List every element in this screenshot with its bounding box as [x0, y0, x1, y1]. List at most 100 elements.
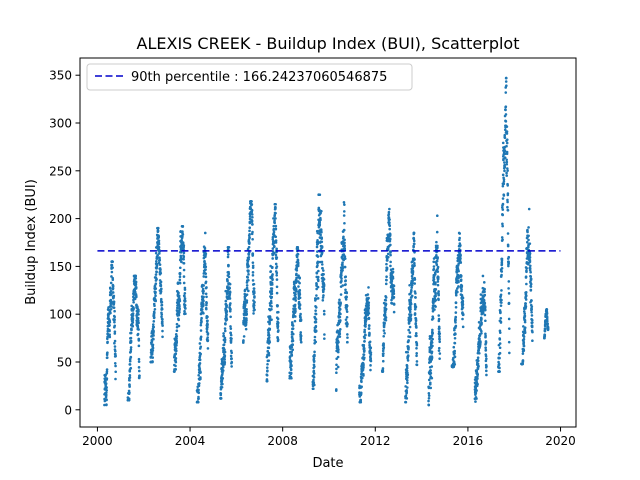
data-point — [360, 385, 363, 389]
data-point — [105, 403, 108, 406]
data-point — [227, 272, 231, 276]
data-point — [318, 208, 321, 212]
data-point — [271, 265, 274, 269]
data-point — [183, 297, 187, 300]
data-point — [266, 369, 269, 372]
data-point — [480, 332, 483, 335]
data-point — [252, 306, 256, 310]
data-point — [316, 255, 320, 258]
data-point — [430, 365, 434, 368]
data-point — [290, 354, 294, 357]
data-point — [219, 397, 223, 400]
data-point — [292, 282, 296, 286]
data-point — [113, 318, 116, 322]
data-point — [110, 263, 114, 267]
data-point — [314, 329, 318, 333]
data-point — [106, 351, 109, 354]
data-point — [500, 301, 503, 304]
data-point — [427, 399, 430, 403]
data-point — [160, 307, 164, 311]
data-point — [415, 354, 418, 358]
data-point — [388, 227, 391, 231]
data-point — [432, 265, 436, 268]
data-point — [343, 238, 346, 242]
data-point — [528, 242, 532, 245]
data-point — [159, 290, 163, 294]
data-point — [223, 360, 227, 364]
data-point — [500, 266, 504, 270]
data-point — [275, 273, 279, 277]
data-point — [161, 320, 164, 324]
data-point — [290, 345, 294, 349]
data-point — [527, 226, 530, 229]
data-point — [414, 296, 417, 299]
data-point — [267, 346, 271, 350]
data-point — [389, 260, 392, 264]
data-point — [226, 253, 230, 256]
data-point — [507, 292, 511, 295]
data-point — [245, 310, 248, 313]
data-point — [481, 274, 485, 278]
x-tick-label: 2004 — [175, 434, 206, 448]
data-point — [341, 269, 344, 272]
data-point — [299, 340, 303, 344]
data-point — [406, 359, 410, 362]
data-point — [152, 313, 156, 317]
data-point — [362, 365, 365, 369]
data-point — [129, 346, 133, 349]
data-point — [504, 80, 508, 83]
data-point — [341, 261, 344, 265]
data-point — [522, 337, 526, 341]
data-point — [345, 295, 349, 299]
data-point — [480, 329, 483, 333]
data-point — [369, 353, 373, 356]
data-point — [499, 316, 503, 320]
data-point — [295, 266, 298, 270]
data-point — [134, 277, 138, 280]
data-point — [505, 144, 508, 148]
data-point — [458, 236, 461, 240]
data-point — [113, 361, 117, 365]
data-point — [253, 300, 256, 304]
data-point — [431, 328, 434, 332]
data-point — [137, 357, 141, 361]
data-point — [484, 354, 488, 358]
data-point — [503, 169, 506, 173]
data-point — [251, 273, 255, 277]
data-point — [227, 245, 231, 249]
data-point — [501, 238, 504, 241]
data-point — [530, 305, 534, 308]
data-point — [154, 290, 157, 294]
data-point — [483, 313, 487, 317]
data-point — [405, 397, 409, 400]
data-point — [505, 160, 509, 164]
data-point — [229, 327, 233, 330]
data-point — [244, 321, 248, 325]
data-point — [345, 291, 349, 295]
data-point — [295, 278, 298, 282]
data-point — [105, 377, 109, 380]
data-point — [507, 317, 511, 321]
data-point — [386, 255, 390, 259]
data-point — [388, 237, 392, 241]
data-point — [294, 307, 297, 311]
data-point — [291, 324, 295, 327]
data-point — [219, 392, 223, 395]
data-point — [113, 320, 116, 324]
y-tick-label: 350 — [49, 69, 72, 83]
data-point — [108, 335, 112, 339]
data-point — [434, 292, 437, 296]
data-point — [293, 319, 297, 323]
data-point — [111, 291, 115, 294]
data-point — [270, 289, 274, 293]
data-point — [294, 295, 297, 299]
data-point — [273, 221, 276, 225]
data-point — [109, 300, 113, 303]
data-point — [152, 320, 156, 323]
data-point — [409, 302, 413, 306]
data-point — [114, 349, 117, 353]
data-point — [500, 257, 504, 261]
data-point — [228, 282, 232, 286]
data-point — [407, 339, 410, 342]
